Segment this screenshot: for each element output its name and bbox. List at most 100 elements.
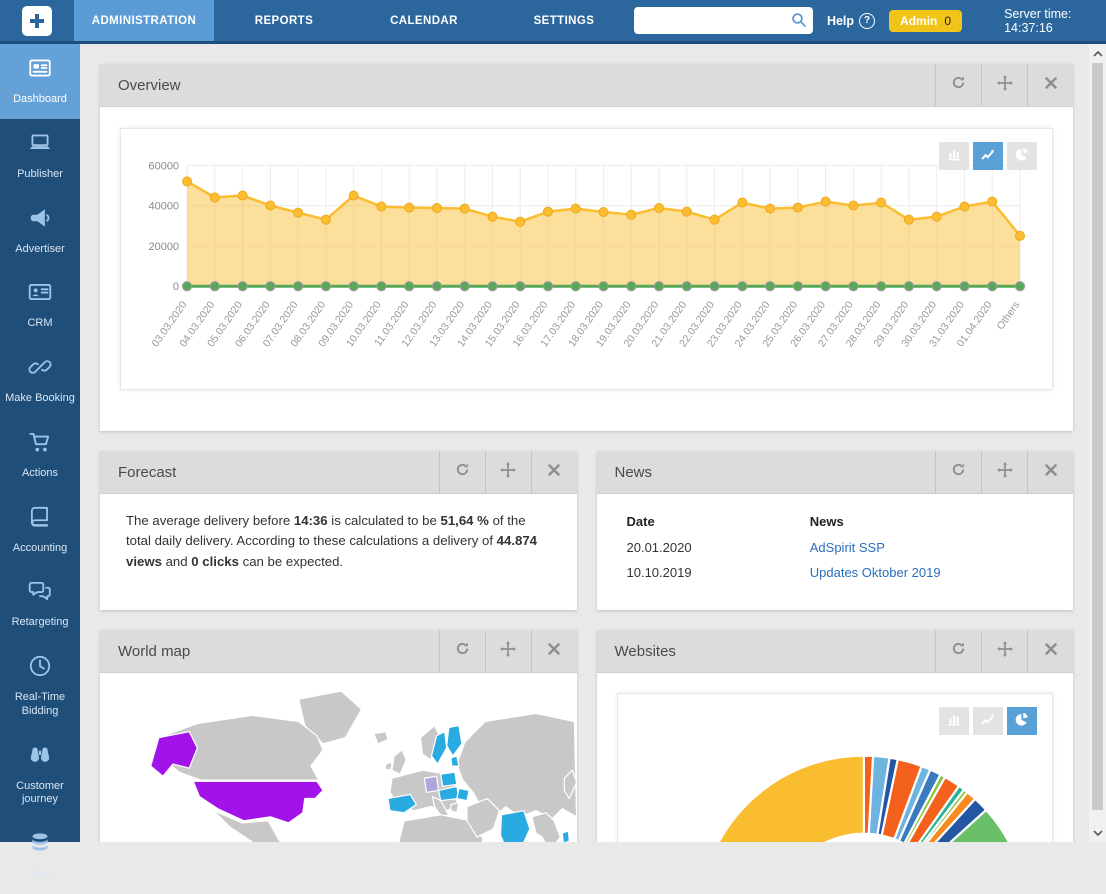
nav-calendar[interactable]: CALENDAR (354, 0, 494, 41)
comments-icon (27, 578, 53, 609)
map-region-poland[interactable] (441, 772, 457, 786)
close-icon (548, 463, 560, 481)
news-link[interactable]: Updates Oktober 2019 (810, 565, 941, 580)
pie-chart-toggle[interactable] (1007, 142, 1037, 170)
move-icon (997, 75, 1013, 96)
line-chart-toggle[interactable] (973, 142, 1003, 170)
map-region-indochina[interactable] (532, 813, 560, 842)
refresh-button[interactable] (439, 451, 485, 493)
map-region-united-states[interactable] (193, 781, 323, 823)
pie-chart-icon (1014, 711, 1030, 732)
move-button[interactable] (981, 64, 1027, 106)
scroll-up-arrow[interactable] (1089, 46, 1106, 61)
move-button[interactable] (981, 630, 1027, 672)
pie-chart-toggle[interactable] (1007, 707, 1037, 735)
overview-line-chart: 020000400006000003.03.202004.03.202005.0… (121, 129, 1052, 389)
top-navbar: ADMINISTRATIONREPORTSCALENDARSETTINGS He… (0, 0, 1106, 44)
close-button[interactable] (1027, 451, 1073, 493)
news-date: 20.01.2020 (627, 535, 810, 560)
vertical-scrollbar[interactable] (1089, 44, 1106, 842)
bar-chart-toggle[interactable] (939, 142, 969, 170)
close-button[interactable] (1027, 64, 1073, 106)
help-link[interactable]: Help ? (827, 13, 875, 29)
sidebar-item-customer-journey[interactable]: Customer journey (0, 731, 80, 820)
sidebar-item-label: Customer journey (4, 780, 76, 808)
news-link[interactable]: AdSpirit SSP (810, 540, 885, 555)
panel-websites: Websites (597, 630, 1074, 842)
clock-icon (27, 653, 53, 684)
panel-overview-header: Overview (100, 64, 1073, 107)
row-forecast-news: Forecast The average delivery before 14:… (100, 451, 1073, 630)
svg-text:0: 0 (173, 281, 179, 293)
scroll-down-arrow[interactable] (1089, 825, 1106, 840)
app-logo[interactable] (22, 6, 52, 36)
refresh-button[interactable] (439, 630, 485, 672)
svg-text:40000: 40000 (148, 201, 179, 213)
sidebar-item-accounting[interactable]: Accounting (0, 493, 80, 568)
main-menu: ADMINISTRATIONREPORTSCALENDARSETTINGS (74, 0, 634, 41)
panel-title: Forecast (100, 464, 176, 481)
refresh-button[interactable] (935, 630, 981, 672)
help-icon: ? (859, 13, 875, 29)
move-button[interactable] (485, 451, 531, 493)
close-icon (1045, 463, 1057, 481)
map-region-romania[interactable] (457, 788, 469, 800)
search-input[interactable] (634, 7, 813, 34)
sidebar-item-other[interactable]: Other (0, 819, 80, 894)
map-region-germany[interactable] (424, 776, 438, 792)
sidebar-item-label: Advertiser (4, 243, 76, 257)
world-map[interactable] (100, 685, 577, 842)
chart-type-toggles (939, 707, 1037, 735)
sidebar-item-actions[interactable]: Actions (0, 418, 80, 493)
nav-settings[interactable]: SETTINGS (494, 0, 634, 41)
map-region-finland[interactable] (447, 726, 462, 756)
refresh-icon (951, 462, 966, 482)
close-button[interactable] (531, 451, 577, 493)
row-map-websites: World map Websites (100, 630, 1073, 842)
sidebar-item-crm[interactable]: CRM (0, 268, 80, 343)
refresh-icon (455, 641, 470, 661)
sidebar-item-dashboard[interactable]: Dashboard (0, 44, 80, 119)
map-region-philippines[interactable] (562, 831, 569, 842)
map-region-india[interactable] (500, 811, 529, 842)
refresh-button[interactable] (935, 64, 981, 106)
map-region-iceland[interactable] (374, 732, 388, 744)
sidebar-item-retargeting[interactable]: Retargeting (0, 567, 80, 642)
svg-text:60000: 60000 (148, 160, 179, 172)
plus-icon (28, 12, 46, 30)
bar-chart-toggle[interactable] (939, 707, 969, 735)
sidebar-item-label: Dashboard (4, 93, 76, 107)
refresh-icon (951, 641, 966, 661)
map-region-ireland[interactable] (385, 762, 392, 770)
sidebar-item-label: Retargeting (4, 616, 76, 630)
map-region-baltics[interactable] (451, 756, 459, 766)
move-button[interactable] (981, 451, 1027, 493)
sidebar-item-publisher[interactable]: Publisher (0, 119, 80, 194)
svg-text:20000: 20000 (148, 241, 179, 253)
sidebar-item-real-time-bidding[interactable]: Real-Time Bidding (0, 642, 80, 731)
sidebar-item-make-booking[interactable]: Make Booking (0, 343, 80, 418)
forecast-body: The average delivery before 14:36 is cal… (100, 494, 577, 589)
move-button[interactable] (485, 630, 531, 672)
line-chart-toggle[interactable] (973, 707, 1003, 735)
panel-news-header: News (597, 451, 1074, 494)
main-content: Overview 020000400006000003.03.202004.03… (80, 44, 1089, 842)
news-date: 10.10.2019 (627, 560, 810, 585)
close-button[interactable] (531, 630, 577, 672)
map-region-greece[interactable] (451, 803, 459, 813)
sidebar-item-advertiser[interactable]: Advertiser (0, 194, 80, 269)
move-icon (997, 462, 1013, 483)
close-button[interactable] (1027, 630, 1073, 672)
admin-badge[interactable]: Admin 0 (889, 10, 962, 32)
sidebar-item-label: CRM (4, 317, 76, 331)
search-icon[interactable] (791, 12, 807, 33)
nav-reports[interactable]: REPORTS (214, 0, 354, 41)
chart-type-toggles (939, 142, 1037, 170)
sidebar-item-label: Real-Time Bidding (4, 691, 76, 719)
nav-administration[interactable]: ADMINISTRATION (74, 0, 214, 41)
panel-header-buttons (935, 64, 1073, 106)
close-icon (1045, 642, 1057, 660)
scrollbar-thumb[interactable] (1092, 63, 1103, 810)
refresh-button[interactable] (935, 451, 981, 493)
map-region-united-kingdom[interactable] (392, 750, 406, 774)
